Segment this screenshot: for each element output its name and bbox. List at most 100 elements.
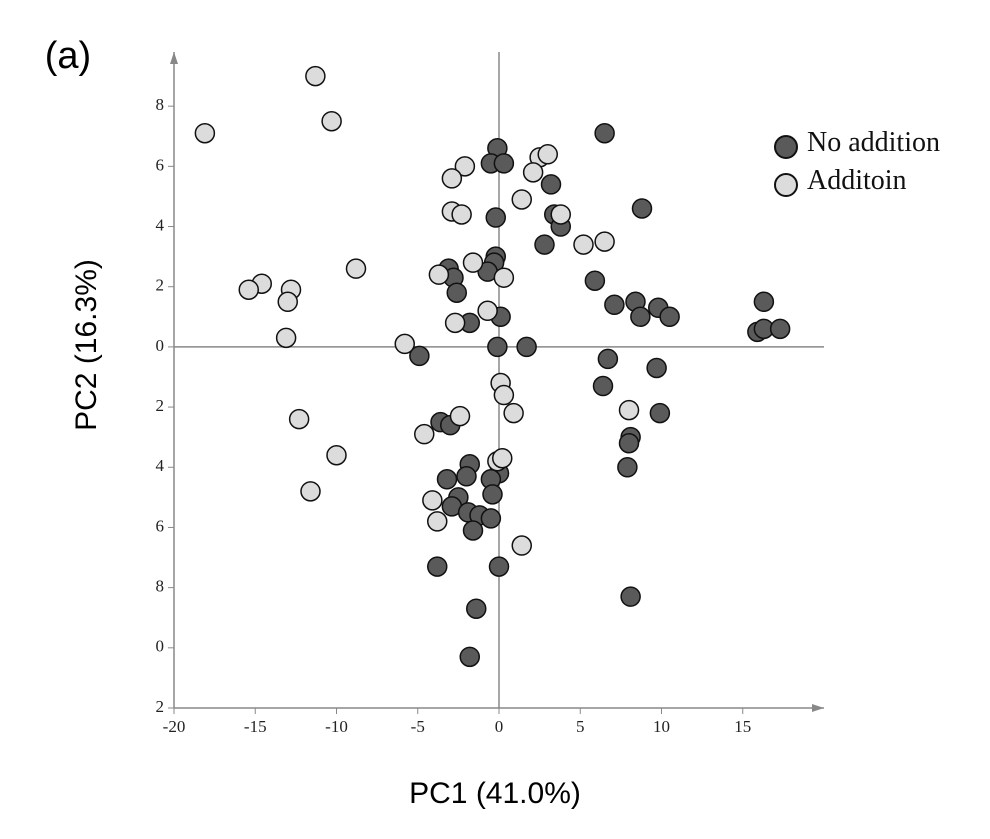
data-point [466, 598, 487, 619]
data-point [462, 252, 484, 273]
data-point [477, 300, 498, 322]
x-tick-label: -20 [163, 717, 186, 736]
data-point [459, 646, 480, 668]
data-point [436, 469, 458, 490]
data-point [537, 144, 558, 165]
legend-item: No addition [773, 127, 948, 162]
y-tick-label: 4 [156, 215, 165, 234]
data-point [394, 333, 415, 355]
data-point [649, 402, 671, 424]
legend-swatch [774, 135, 798, 159]
data-point [482, 484, 503, 505]
data-point [444, 312, 466, 334]
data-point [573, 234, 594, 255]
x-tick-label: 15 [734, 717, 751, 736]
data-point [620, 586, 641, 607]
data-point [594, 122, 615, 144]
y-tick-label: 2 [156, 276, 165, 295]
data-point [428, 264, 450, 285]
data-point [288, 408, 310, 430]
x-tick-label: 10 [653, 717, 670, 736]
data-point [753, 291, 775, 313]
legend-marker [774, 173, 798, 197]
data-point [592, 375, 614, 397]
data-point [516, 336, 537, 358]
legend-label: No addition [807, 127, 940, 158]
data-point [631, 198, 653, 219]
data-point [275, 327, 297, 349]
legend-marker [774, 135, 798, 159]
x-axis-arrow [812, 704, 824, 712]
y-tick-label: 0 [156, 637, 165, 656]
data-point [321, 110, 342, 132]
data-point [427, 556, 448, 577]
y-tick-label: 8 [156, 577, 165, 596]
data-point [550, 204, 571, 225]
data-point [300, 481, 321, 502]
data-point [584, 270, 606, 291]
y-tick-label: 2 [156, 697, 165, 716]
data-point [422, 490, 443, 511]
data-point [462, 520, 484, 541]
y-tick-label: 4 [156, 456, 165, 475]
legend-item: Additoin [773, 165, 948, 200]
data-point [441, 168, 463, 189]
data-point [597, 348, 619, 370]
data-point [485, 207, 506, 228]
x-tick-label: 5 [576, 717, 585, 736]
x-tick-label: -10 [325, 717, 348, 736]
data-point [456, 466, 477, 487]
legend-swatch [774, 173, 798, 197]
data-point [618, 399, 640, 421]
data-point [409, 345, 430, 367]
data-point [493, 384, 515, 406]
y-tick-label: 6 [156, 155, 165, 174]
data-point [503, 402, 524, 424]
data-point [594, 231, 615, 252]
data-point [345, 258, 367, 279]
data-point [451, 204, 472, 225]
data-point [630, 306, 651, 328]
y-tick-label: 2 [156, 396, 165, 415]
data-point [194, 122, 216, 144]
legend: No addition Additoin [773, 127, 948, 204]
data-point [646, 357, 667, 379]
y-axis-arrow [170, 52, 178, 64]
data-point [540, 174, 562, 195]
data-point [305, 65, 326, 87]
data-point [769, 318, 791, 340]
data-point [454, 156, 476, 177]
data-point [659, 306, 680, 328]
data-point [618, 432, 640, 454]
data-point [480, 508, 502, 529]
data-point [414, 423, 435, 445]
data-point [493, 267, 515, 288]
data-point [449, 405, 471, 427]
data-point [604, 294, 625, 316]
data-point [326, 444, 347, 466]
y-tick-label: 8 [156, 95, 165, 114]
data-point [446, 282, 467, 303]
data-point [238, 279, 259, 300]
legend-label: Additoin [807, 165, 907, 196]
data-point [427, 511, 448, 532]
data-point [534, 234, 555, 255]
data-point [522, 162, 544, 183]
y-tick-label: 6 [156, 516, 165, 535]
x-tick-label: 0 [495, 717, 504, 736]
x-tick-label: -15 [244, 717, 267, 736]
data-point [511, 535, 532, 556]
data-point [493, 153, 515, 174]
x-tick-label: -5 [411, 717, 425, 736]
x-axis-label: PC1 (41.0%) [409, 777, 581, 810]
data-point [488, 556, 510, 577]
y-tick-label: 0 [156, 336, 165, 355]
data-point [277, 291, 298, 313]
panel-label: (a) [45, 35, 91, 77]
y-axis-label: PC2 (16.3%) [70, 259, 103, 431]
data-point [617, 457, 638, 478]
data-point [492, 447, 513, 469]
data-point [511, 189, 532, 210]
